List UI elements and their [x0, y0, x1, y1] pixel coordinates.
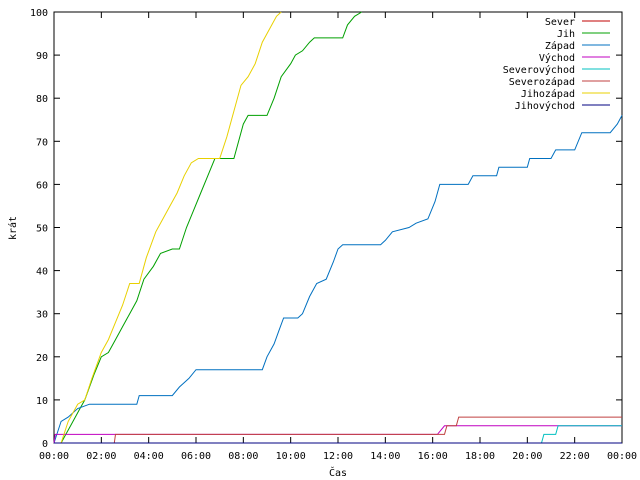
y-tick-label: 20: [36, 353, 48, 364]
series-line-západ: [53, 115, 623, 444]
x-tick-label: 00:00: [607, 451, 637, 462]
x-tick-label: 02:00: [86, 451, 116, 462]
x-tick-label: 00:00: [39, 451, 69, 462]
y-tick-label: 60: [36, 180, 48, 191]
x-tick-label: 14:00: [370, 451, 400, 462]
legend-label: Severovýchod: [503, 64, 575, 76]
legend-label: Jihozápad: [521, 88, 575, 100]
y-tick-label: 90: [36, 51, 48, 62]
y-tick-label: 100: [30, 8, 48, 19]
x-tick-label: 22:00: [560, 451, 590, 462]
y-axis-label: krát: [7, 216, 19, 240]
legend-label: Jih: [557, 29, 575, 40]
x-tick-label: 18:00: [465, 451, 495, 462]
x-tick-label: 08:00: [228, 451, 258, 462]
y-tick-label: 10: [36, 396, 48, 407]
legend-label: Sever: [545, 17, 575, 28]
series-line-jihozápad: [54, 11, 282, 444]
x-tick-label: 06:00: [181, 451, 211, 462]
series-line-severozápad: [54, 416, 622, 444]
y-tick-label: 30: [36, 310, 48, 321]
x-tick-label: 12:00: [323, 451, 353, 462]
y-tick-label: 80: [36, 94, 48, 105]
axis-ticks: 0 10 20 30 40 50 60 70 80 90 100 00:00 02:00 04:00 06:…: [30, 8, 637, 462]
legend-label: Západ: [545, 40, 575, 52]
y-tick-label: 0: [42, 439, 48, 450]
y-tick-label: 40: [36, 267, 48, 278]
series-line-jih: [54, 11, 362, 444]
x-tick-label: 10:00: [276, 451, 306, 462]
legend-label: Jihovýchod: [515, 100, 575, 112]
series-lines: [53, 11, 623, 444]
legend-label: Severozápad: [509, 76, 575, 88]
x-tick-label: 04:00: [134, 451, 164, 462]
legend: SeverJihZápadVýchodSeverovýchodSeverozáp…: [503, 17, 610, 112]
legend-label: Východ: [539, 52, 575, 64]
x-tick-label: 16:00: [418, 451, 448, 462]
y-tick-label: 50: [36, 224, 48, 235]
y-tick-label: 70: [36, 137, 48, 148]
x-axis-label: Čas: [329, 466, 347, 479]
x-tick-label: 20:00: [512, 451, 542, 462]
